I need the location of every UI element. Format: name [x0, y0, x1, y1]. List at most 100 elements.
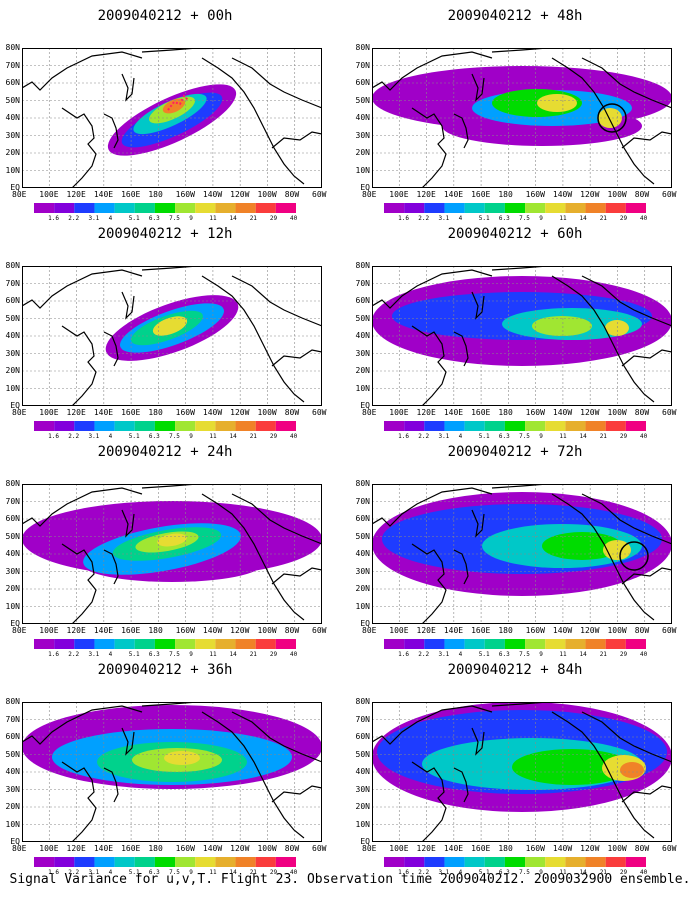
- colorbar-label: 21: [249, 433, 257, 440]
- lat-tick-label: 80N: [355, 479, 370, 488]
- colorbar-label: 1.6: [398, 433, 409, 440]
- colorbar-label: 7.5: [519, 651, 530, 658]
- lon-tick-label: 140E: [93, 408, 114, 417]
- colorbar-swatch: [545, 639, 566, 649]
- lon-tick-label: 140W: [552, 408, 573, 417]
- colorbar-swatch: [134, 639, 155, 649]
- colorbar-label: 29: [619, 215, 628, 222]
- coastline: [621, 131, 672, 149]
- lon-tick-label: 60W: [662, 844, 677, 853]
- lat-tick-label: 30N: [355, 566, 370, 576]
- map-plot: [372, 702, 672, 842]
- lon-tick-label: 140W: [552, 844, 573, 853]
- colorbar: [384, 421, 646, 431]
- colorbar-swatch: [444, 857, 465, 867]
- lon-tick-label: 160W: [175, 190, 195, 199]
- coastline: [201, 493, 305, 621]
- lat-tick-label: 50N: [5, 749, 20, 759]
- colorbar-swatch: [235, 203, 256, 213]
- colorbar-swatch: [605, 857, 626, 867]
- lon-tick-label: 180: [498, 408, 513, 417]
- colorbar-swatch: [525, 421, 546, 431]
- map-panel: 2009040212 + 72h 80N 70N 60N 50N 40N 30N 20N 10N…: [350, 444, 680, 662]
- lat-tick-label: 60N: [355, 732, 370, 741]
- colorbar-label: 2.2: [68, 433, 80, 440]
- colorbar-label: 40: [640, 215, 648, 222]
- coastline: [121, 73, 135, 102]
- lat-tick-label: 60N: [5, 78, 20, 87]
- coastline: [471, 509, 485, 538]
- colorbar-label: 14: [579, 651, 587, 658]
- coastline: [22, 487, 143, 527]
- lat-tick-label: EQ: [10, 401, 20, 410]
- colorbar-label: 4: [108, 651, 113, 658]
- colorbar-label: 40: [640, 433, 648, 440]
- colorbar-label: 11: [559, 869, 567, 876]
- coastline: [581, 711, 672, 763]
- colorbar-label: 1.6: [398, 869, 409, 876]
- colorbar-swatch: [545, 857, 566, 867]
- lon-tick-label: 120W: [580, 190, 600, 199]
- colorbar-swatch: [134, 203, 155, 213]
- colorbar-swatch: [444, 639, 465, 649]
- colorbar-swatch: [605, 421, 626, 431]
- colorbar-label: 21: [599, 651, 607, 658]
- colorbar-swatch: [215, 857, 236, 867]
- lon-tick-label: 120E: [66, 190, 86, 199]
- lat-tick-label: 50N: [5, 313, 20, 323]
- colorbar-swatch: [404, 421, 425, 431]
- lat-tick-label: 20N: [355, 584, 370, 593]
- coastline: [271, 131, 322, 149]
- colorbar-label: 29: [619, 433, 628, 440]
- colorbar-swatch: [114, 421, 135, 431]
- colorbar-label: 2.2: [418, 215, 430, 222]
- colorbar-swatch: [525, 203, 546, 213]
- lat-tick-label: 80N: [5, 697, 20, 706]
- lat-tick-label: 30N: [355, 784, 370, 794]
- lon-tick-label: 140W: [552, 190, 573, 199]
- coastline: [372, 705, 493, 745]
- colorbar-label: 14: [579, 433, 587, 440]
- colorbar-swatch: [275, 203, 296, 213]
- coastline: [411, 543, 447, 624]
- colorbar-swatch: [54, 639, 75, 649]
- colorbar: [34, 639, 296, 649]
- coastline: [551, 275, 655, 403]
- colorbar-swatch: [484, 857, 505, 867]
- colorbar-swatch: [114, 639, 135, 649]
- coastline: [581, 275, 672, 327]
- colorbar-swatch: [74, 857, 95, 867]
- lat-tick-label: 40N: [355, 331, 370, 340]
- colorbar-swatch: [504, 203, 526, 213]
- map-plot: [22, 484, 322, 624]
- variance-contour: [542, 532, 622, 560]
- coastline: [22, 269, 143, 309]
- colorbar-swatch: [464, 203, 485, 213]
- colorbar-label: 5.1: [128, 215, 140, 222]
- colorbar-label: 6.3: [148, 869, 160, 876]
- map-plot: [22, 702, 322, 842]
- coastline: [271, 785, 322, 803]
- colorbar-label: 21: [599, 433, 607, 440]
- lat-tick-label: 40N: [5, 767, 20, 776]
- colorbar-label: 7.5: [519, 215, 530, 222]
- colorbar-swatch: [585, 857, 606, 867]
- lat-tick-label: 80N: [5, 261, 20, 270]
- lon-tick-label: 160E: [121, 626, 141, 635]
- colorbar-swatch: [404, 203, 425, 213]
- colorbar-label: 6.3: [498, 215, 510, 222]
- lat-tick-label: 50N: [5, 531, 20, 541]
- colorbar-label: 29: [269, 651, 278, 658]
- colorbar-label: 3.1: [88, 215, 100, 222]
- colorbar-label: 2.2: [418, 651, 430, 658]
- lon-tick-label: 80W: [634, 844, 650, 853]
- colorbar-label: 6.3: [498, 651, 510, 658]
- lat-tick-label: 80N: [355, 43, 370, 52]
- colorbar-label: 7.5: [169, 651, 180, 658]
- lat-tick-label: 70N: [355, 60, 370, 70]
- lat-tick-label: EQ: [360, 619, 370, 628]
- lat-tick-label: 50N: [5, 95, 20, 105]
- colorbar-swatch: [424, 421, 445, 431]
- lat-tick-label: 10N: [355, 165, 370, 175]
- lat-tick-label: 30N: [355, 130, 370, 140]
